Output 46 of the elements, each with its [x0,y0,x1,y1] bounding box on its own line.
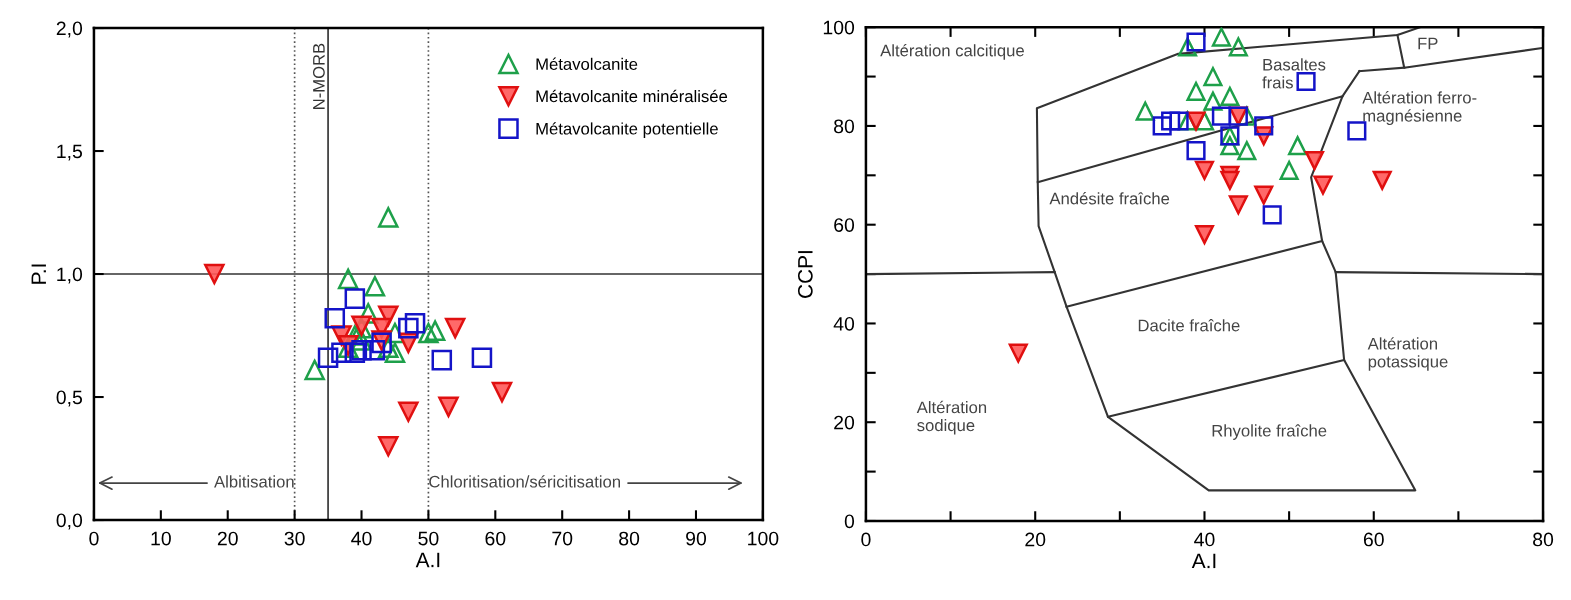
y-tick-label: 1,5 [57,144,83,161]
annotation: FP [1418,37,1438,50]
x-tick-label: 100 [748,531,779,546]
y-axis-title: P.I [31,264,46,284]
y-tick-label: 20 [834,415,855,430]
y-tick-label: 60 [834,218,855,232]
y-tick-label: 0 [844,514,855,529]
x-tick-label: 40 [351,531,372,546]
annotation: Altération sodique [916,400,987,435]
annotation: Rhyolite fraîche [1212,424,1327,440]
ref-line-label: N-MORB [312,43,325,109]
y-tick-label: 0,5 [56,390,83,407]
x-tick-label: 30 [284,531,305,546]
x-tick-label: 60 [1363,532,1384,547]
y-tick-label: 0,0 [56,513,83,530]
legend-label: Métavolcanite minéralisée [536,89,728,103]
annotation: Basaltes frais [1262,58,1326,89]
y-axis-title: CCPI [797,251,813,298]
y-tick-label: 2,0 [56,21,83,38]
x-tick-label: 20 [1025,532,1046,547]
annotation: Albitisation [214,475,294,488]
x-tick-label: 20 [217,531,238,546]
x-tick-label: 40 [1194,532,1215,547]
annotation: Altération calcitique [880,44,1024,60]
y-tick-label: 40 [833,316,855,331]
y-tick-label: 1,0 [57,267,83,284]
x-tick-label: 70 [552,531,573,546]
legend-label: Métavolcanite potentielle [536,122,718,138]
x-tick-label: 80 [619,531,640,546]
x-axis-title: A.I [1191,553,1216,569]
x-tick-label: 80 [1533,532,1554,547]
x-tick-label: 10 [151,531,171,546]
x-tick-label: 90 [686,531,707,546]
legend-label: Métavolcanite [536,57,638,71]
x-tick-label: 0 [89,531,99,546]
annotation: Altération potassique [1367,337,1448,371]
annotation: Chloritisation/séricitisation [429,475,620,488]
annotation: Altération ferro- magnésienne [1362,91,1477,126]
annotation: Dacite fraîche [1138,319,1240,332]
y-tick-label: 100 [823,20,855,35]
x-tick-label: 50 [418,531,439,546]
x-axis-title: A.I [415,552,440,568]
x-tick-label: 60 [485,531,506,546]
annotation: Andésite fraîche [1049,192,1170,205]
y-tick-label: 80 [834,119,855,134]
x-tick-label: 0 [861,532,871,547]
